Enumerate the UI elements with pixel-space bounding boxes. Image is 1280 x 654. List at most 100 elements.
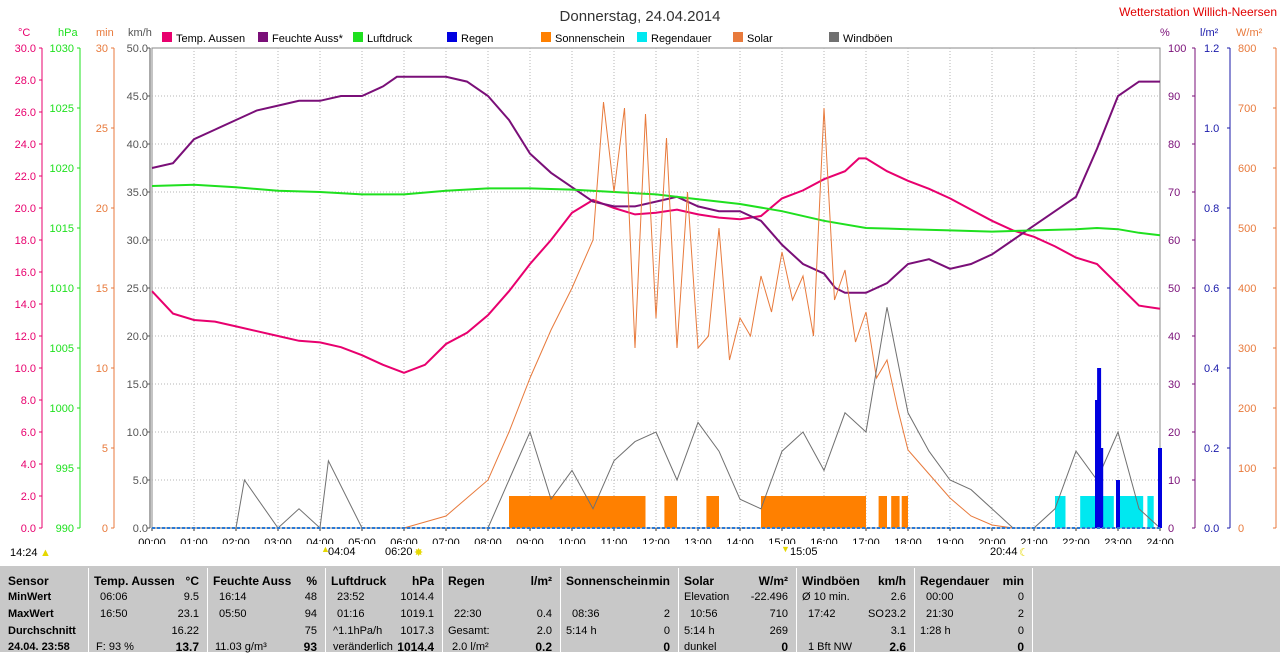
day-markers: 14:24 ▲ ▲ 04:04 06:20 ✸ ▼ 15:05 20:44 ☾ — [0, 544, 1280, 566]
pressure-min: 1014.4 — [400, 591, 434, 603]
wind-tick: 30.0 — [127, 235, 148, 247]
time-tick: 17:00 — [852, 537, 880, 544]
rain-tick: 0.8 — [1204, 203, 1219, 215]
wind-unit-label: km/h — [128, 27, 152, 39]
solar-unit-label: W/m² — [1236, 27, 1263, 39]
luftdruckseries-line — [151, 183, 1161, 237]
humidity-tick: 40 — [1168, 331, 1180, 343]
wind-tick: 45.0 — [127, 91, 148, 103]
temp-max: 23.1 — [177, 608, 199, 620]
rain-cur-note: 2.0 l/m² — [452, 641, 489, 653]
sunshine-avg-note: 5:14 h — [566, 625, 597, 637]
solar-min: -22.496 — [750, 591, 788, 603]
legend-label: Luftdruck — [367, 33, 413, 45]
humidity-tick: 20 — [1168, 427, 1180, 439]
time-tick: 23:00 — [1104, 537, 1132, 544]
solar-max: 710 — [769, 608, 788, 620]
time-tick: 14:00 — [726, 537, 754, 544]
humidity-tick: 0 — [1168, 523, 1174, 535]
temp-column: Temp. Aussen °C 06:06 9.5 16:50 23.1 16.… — [90, 568, 205, 654]
rainduration-current: 0 — [1017, 640, 1024, 654]
humidity-tick: 80 — [1168, 139, 1180, 151]
humidity-tick: 60 — [1168, 235, 1180, 247]
regendauer-bar — [1101, 496, 1114, 528]
pressure-avg-note: ^1.1hPa/h — [333, 625, 383, 637]
humidity-cur-note: 11.03 g/m³ — [215, 641, 267, 653]
solar-tick: 300 — [1238, 343, 1256, 355]
legend-label: Windböen — [843, 33, 893, 45]
temp-min-time: 06:06 — [100, 591, 128, 603]
daylength-label: 14:24 — [10, 547, 38, 559]
humidity-min-time: 16:14 — [219, 591, 247, 603]
time-tick: 09:00 — [516, 537, 544, 544]
rain-max: 0.4 — [536, 608, 552, 620]
humidity-tick: 90 — [1168, 91, 1180, 103]
feuchte-auss-series-line — [151, 75, 1160, 294]
pressure-column: Luftdruck hPa 23:52 1014.4 01:16 1019.1 … — [327, 568, 440, 654]
legend-swatch — [447, 32, 457, 42]
rain-bar — [1116, 480, 1120, 528]
temp-tick: 6.0 — [21, 427, 36, 439]
rain-avg-note: Gesamt: — [448, 625, 490, 637]
time-tick: 13:00 — [684, 537, 712, 544]
wind-max: 23.2 — [884, 608, 906, 620]
temp-tick: 10.0 — [15, 363, 36, 375]
rain-bar — [1158, 448, 1162, 528]
humidity-tick: 10 — [1168, 475, 1180, 487]
wind-cur-note: 1 Bft NW — [808, 641, 853, 653]
legend-label: Sonnenschein — [555, 33, 625, 45]
temp-tick: 16.0 — [15, 267, 36, 279]
sunshine-header: Sonnenschein — [566, 574, 649, 588]
wind-tick: 10.0 — [127, 427, 148, 439]
rain-bar — [1097, 368, 1102, 528]
windb-enseries-line — [152, 307, 1161, 530]
solar-cur-note: dunkel — [684, 641, 717, 653]
solar-unit: W/m² — [758, 574, 788, 588]
minutes-tick: 0 — [102, 523, 108, 535]
pressure-tick: 995 — [56, 463, 74, 475]
minutes-tick: 30 — [96, 43, 108, 55]
solar-tick: 200 — [1238, 403, 1256, 415]
wind-current: 2.6 — [889, 640, 906, 654]
temp-tick: 0.0 — [21, 523, 36, 535]
wind-tick: 35.0 — [127, 187, 148, 199]
time-tick: 21:00 — [1020, 537, 1048, 544]
temp-min: 9.5 — [183, 591, 199, 603]
time-tick: 03:00 — [264, 537, 292, 544]
solar-tick: 800 — [1238, 43, 1256, 55]
rain-max-time: 22:30 — [454, 608, 482, 620]
humidity-avg: 75 — [304, 625, 317, 637]
wind-max-time: 17:42 — [808, 608, 836, 620]
sonnenschein-bar — [706, 496, 719, 528]
rain-tick: 1.2 — [1204, 43, 1219, 55]
humidity-current: 93 — [303, 640, 317, 654]
time-tick: 10:00 — [558, 537, 586, 544]
pressure-min-time: 23:52 — [337, 591, 365, 603]
time-tick: 08:00 — [474, 537, 502, 544]
solar-current: 0 — [781, 640, 788, 654]
temp-unit-label: °C — [18, 27, 30, 39]
rainduration-avg: 0 — [1017, 625, 1024, 637]
pressure-tick: 1015 — [50, 223, 74, 235]
sunshine-max-time: 08:36 — [572, 608, 600, 620]
pressure-max: 1019.1 — [400, 608, 434, 620]
pressure-unit: hPa — [411, 574, 434, 588]
solar-column: Solar W/m² Elevation -22.496 10:56 710 5… — [680, 568, 794, 654]
time-tick: 20:00 — [978, 537, 1006, 544]
grid — [151, 47, 1161, 529]
axis-units: °C hPa min km/h% l/m² W/m² — [18, 27, 1263, 39]
pressure-tick: 1010 — [50, 283, 74, 295]
regendauer-bar — [1147, 496, 1154, 528]
rain-unit-label: l/m² — [1200, 27, 1219, 39]
rainduration-column: Regendauer min 00:00 0 21:30 2 1:28 h 0 … — [916, 568, 1030, 654]
daylength-marker-icon: ▲ — [40, 547, 51, 559]
sensor-header: Sensor — [8, 574, 49, 588]
temp-tick: 26.0 — [15, 107, 36, 119]
solar-header: Solar — [684, 574, 715, 588]
wind-column: Windböen km/h Ø 10 min. 2.6 17:42 SO 23.… — [798, 568, 912, 654]
rainduration-max-time: 21:30 — [926, 608, 954, 620]
time-tick: 02:00 — [222, 537, 250, 544]
minutes-tick: 15 — [96, 283, 108, 295]
time-tick: 22:00 — [1062, 537, 1090, 544]
solar-min-note: Elevation — [684, 591, 730, 603]
